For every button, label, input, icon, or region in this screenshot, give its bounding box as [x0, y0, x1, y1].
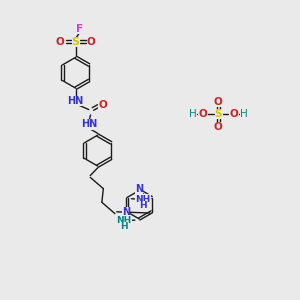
Text: O: O	[56, 37, 64, 47]
Text: S: S	[72, 37, 80, 47]
Text: NH: NH	[116, 216, 131, 225]
Text: F: F	[76, 24, 83, 34]
Text: N: N	[135, 184, 143, 194]
Text: H: H	[139, 201, 147, 210]
Text: S: S	[214, 109, 222, 119]
Text: O: O	[87, 37, 95, 47]
Text: HN: HN	[68, 96, 84, 106]
Text: H: H	[240, 109, 248, 119]
Text: H: H	[189, 109, 196, 119]
Text: NH: NH	[135, 194, 151, 203]
Text: O: O	[98, 100, 107, 110]
Text: O: O	[214, 122, 223, 132]
Text: HN: HN	[81, 119, 97, 129]
Text: H: H	[120, 222, 128, 231]
Text: O: O	[214, 97, 223, 107]
Text: O: O	[199, 109, 207, 119]
Text: O: O	[230, 109, 238, 119]
Text: N: N	[122, 207, 130, 217]
